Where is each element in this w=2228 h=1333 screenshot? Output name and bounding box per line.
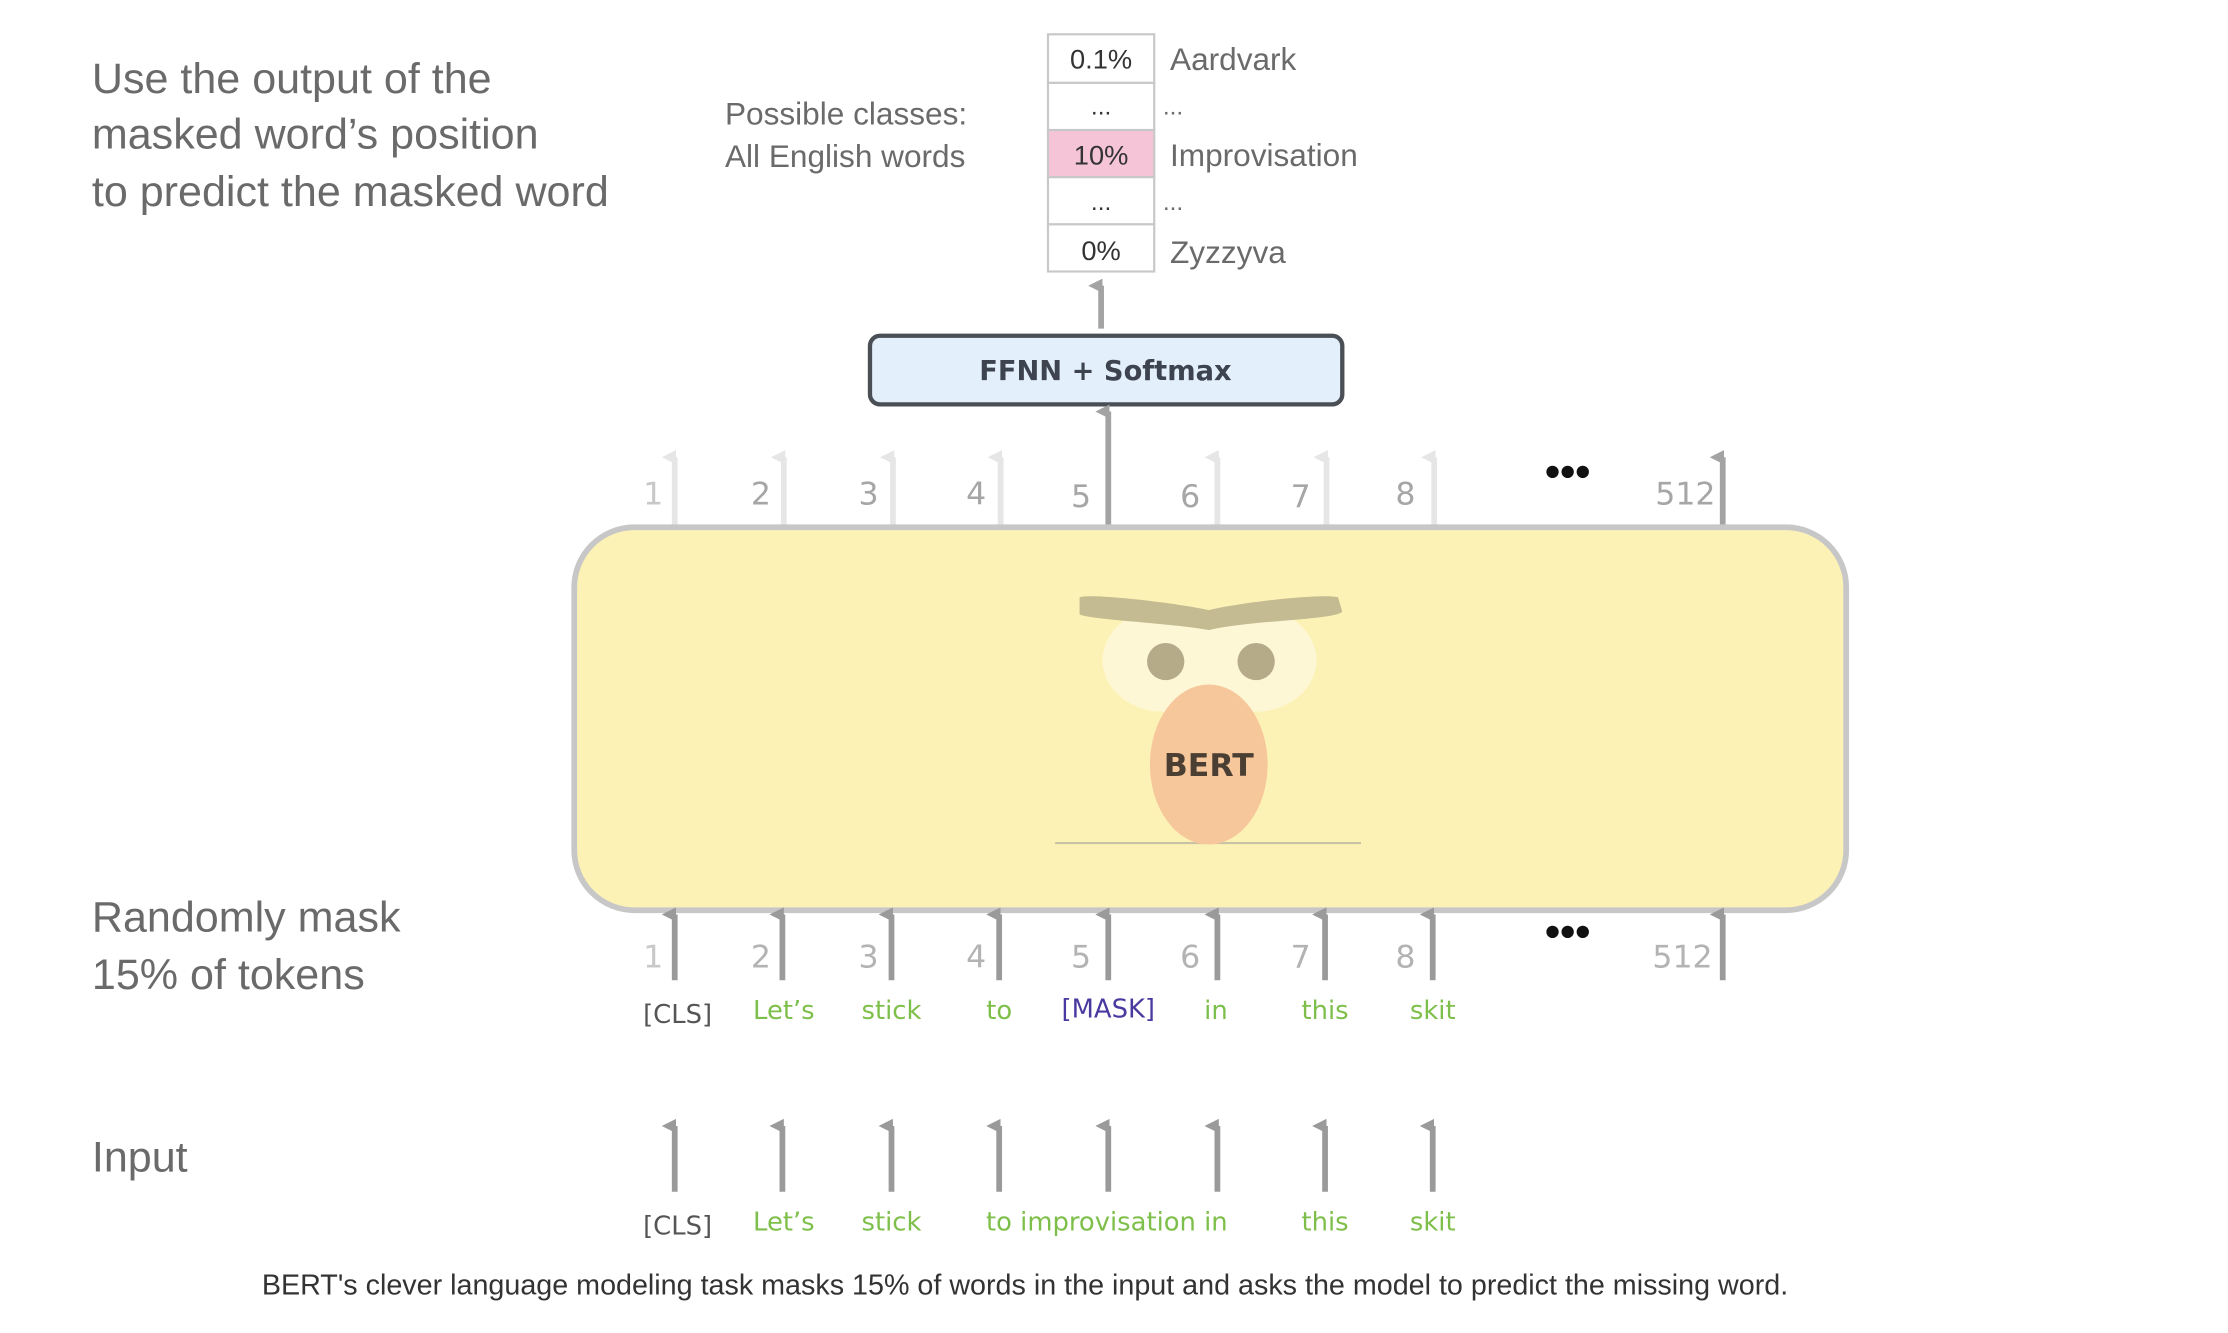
output-step-note: Use the output of the masked word’s posi…: [92, 55, 609, 216]
original-input-arrows: [661, 1118, 1436, 1192]
position-number: 4: [966, 476, 986, 512]
bert-label: BERT: [1164, 748, 1255, 784]
output-probability-table: 0.1% ... 10% ... 0% Aardvark ... Improvi…: [1046, 33, 1358, 273]
output-note-line-1: Use the output of the: [92, 55, 492, 103]
input-step-note: Input: [92, 1134, 188, 1182]
masked-token: skit: [1410, 996, 1456, 1026]
class-word: Improvisation: [1170, 137, 1358, 173]
bottom-input-arrows: [661, 907, 1726, 981]
class-word: Zyzzyva: [1170, 234, 1286, 270]
bottom-ellipsis: •••: [1545, 908, 1590, 956]
ffnn-softmax-label: FFNN + Softmax: [979, 356, 1232, 387]
masked-token: to: [986, 996, 1012, 1026]
left-pupil: [1147, 643, 1185, 681]
top-output-arrows: [661, 450, 1726, 526]
input-token: this: [1301, 1207, 1348, 1237]
prob-cell: [1046, 223, 1156, 273]
position-number: 7: [1291, 479, 1311, 515]
masked-token-row: [CLS] Let’s stick to [MASK] in this skit: [643, 994, 1455, 1030]
class-word: ...: [1163, 93, 1183, 120]
masked-token-cls: [CLS]: [643, 1000, 712, 1030]
mask-note-line-2: 15% of tokens: [92, 951, 365, 999]
prob-value: 10%: [1074, 139, 1129, 170]
prob-cell: [1046, 176, 1156, 226]
classes-label-line-2: All English words: [725, 138, 965, 174]
bert-face-illustration: BERT: [1055, 596, 1361, 845]
top-position-numbers: 1 2 3 4 5 6 7 8 ••• 512: [643, 448, 1715, 515]
position-number: 6: [1180, 939, 1200, 975]
prob-cell: [1046, 33, 1156, 84]
masked-token: stick: [862, 996, 922, 1026]
position-number: 5: [1071, 939, 1091, 975]
class-word: Aardvark: [1170, 41, 1297, 77]
position-number: 2: [751, 476, 771, 512]
class-word: ...: [1163, 189, 1183, 216]
masked-token: in: [1204, 996, 1228, 1026]
input-token: stick: [862, 1207, 922, 1237]
position-number: 1: [643, 939, 663, 975]
classes-label-line-1: Possible classes:: [725, 95, 967, 131]
input-token: skit: [1410, 1207, 1456, 1237]
position-number: 7: [1291, 939, 1311, 975]
prob-value: ...: [1091, 93, 1111, 120]
position-number: 8: [1395, 939, 1415, 975]
position-number: 5: [1071, 479, 1091, 515]
position-number: 6: [1180, 479, 1200, 515]
mask-step-note: Randomly mask 15% of tokens: [92, 894, 401, 999]
position-number: 512: [1652, 939, 1712, 975]
output-note-line-3: to predict the masked word: [92, 168, 609, 216]
prob-cell: [1046, 81, 1156, 132]
prob-value: ...: [1091, 189, 1111, 216]
output-note-line-2: masked word’s position: [92, 111, 539, 159]
input-token-row: [CLS] Let’s stick to improvisation in th…: [643, 1207, 1455, 1241]
mask-note-line-1: Randomly mask: [92, 894, 401, 942]
position-number: 4: [966, 939, 986, 975]
masked-token: Let’s: [753, 996, 815, 1026]
position-number: 3: [858, 939, 878, 975]
top-ellipsis: •••: [1545, 448, 1590, 496]
nose: [1149, 684, 1268, 845]
position-number: 1: [643, 476, 663, 512]
position-number: 2: [751, 939, 771, 975]
position-number: 8: [1395, 476, 1415, 512]
right-pupil: [1237, 643, 1275, 681]
bottom-position-numbers: 1 2 3 4 5 6 7 8 ••• 512: [643, 908, 1713, 975]
prob-value: 0.1%: [1070, 44, 1132, 75]
input-token: to improvisation in: [986, 1207, 1228, 1237]
input-token: Let’s: [753, 1207, 815, 1237]
figure-caption: BERT's clever language modeling task mas…: [262, 1270, 1788, 1302]
eyebrow: [1079, 596, 1343, 631]
prob-value: 0%: [1081, 235, 1120, 266]
position-number: 512: [1655, 476, 1715, 512]
masked-token: this: [1301, 996, 1348, 1026]
input-token-cls: [CLS]: [643, 1212, 712, 1242]
masked-token-mask: [MASK]: [1062, 994, 1155, 1024]
position-number: 3: [858, 476, 878, 512]
